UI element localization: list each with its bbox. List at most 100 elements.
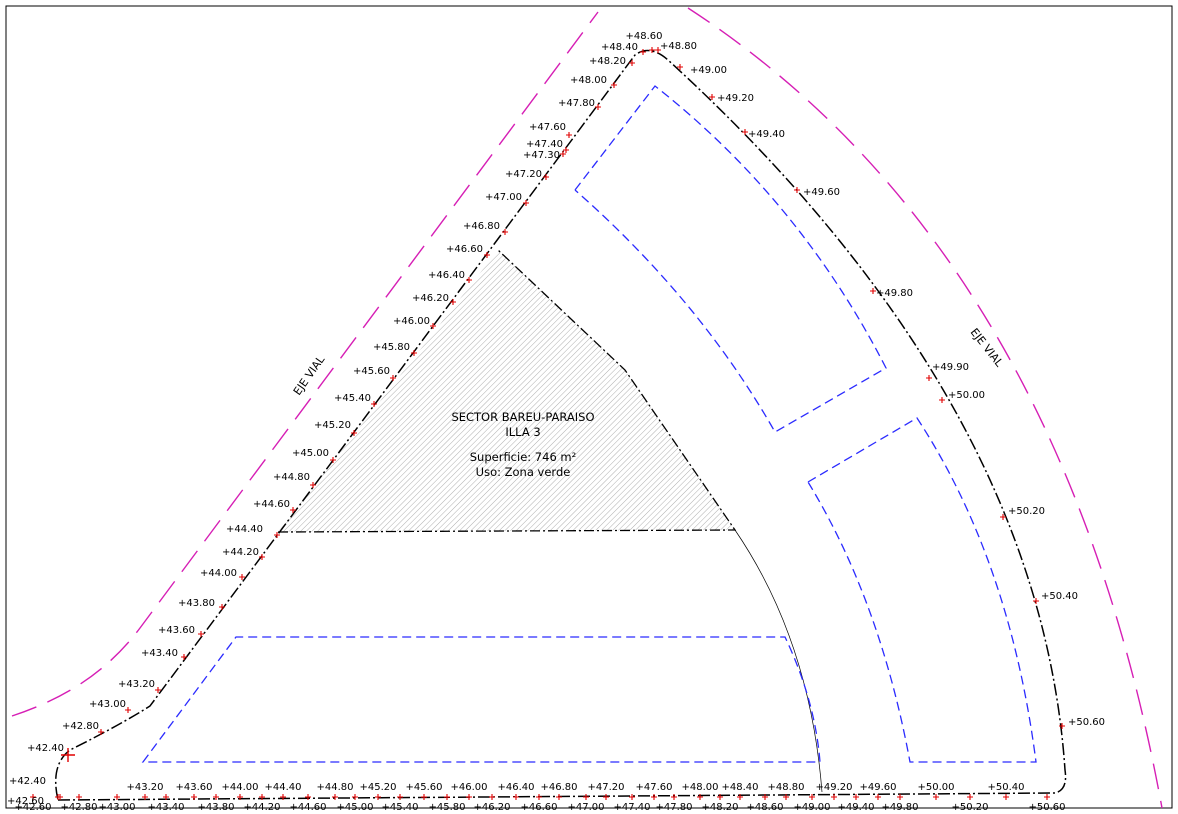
elevation-label: +45.00 [292, 448, 329, 459]
elevation-label: +44.80 [316, 782, 353, 793]
road-axis-right [687, 7, 1163, 809]
elevation-label: +46.60 [446, 244, 483, 255]
elevation-label: +49.80 [881, 802, 918, 813]
elevation-label: +45.60 [405, 782, 442, 793]
spot-elevation-mark [629, 794, 635, 800]
elevation-label: +45.00 [336, 802, 373, 813]
spot-elevation-mark [1033, 598, 1039, 604]
spot-elevation-mark [30, 794, 36, 800]
elevation-label: +43.60 [175, 782, 212, 793]
elevation-label: +48.60 [625, 31, 662, 42]
elevation-label: +43.00 [98, 802, 135, 813]
elevation-label: +49.00 [690, 65, 727, 76]
elevation-label: +46.80 [463, 221, 500, 232]
spot-elevation-mark [411, 350, 417, 356]
elevation-label: +45.40 [334, 393, 371, 404]
elevation-label: +47.40 [526, 139, 563, 150]
spot-elevation-mark [310, 482, 316, 488]
elevation-label: +47.30 [523, 150, 560, 161]
elevation-label: +48.20 [589, 56, 626, 67]
spot-elevation-mark [163, 794, 169, 800]
spot-elevation-mark [629, 60, 635, 66]
spot-elevation-mark [611, 82, 617, 88]
spot-elevation-mark [305, 794, 311, 800]
spot-elevation-mark [155, 687, 161, 693]
spot-elevation-mark [259, 554, 265, 560]
spot-elevation-mark [466, 277, 472, 283]
elevation-label: +45.20 [359, 782, 396, 793]
elevation-label: +47.20 [587, 782, 624, 793]
elevation-label: +49.90 [932, 362, 969, 373]
elevation-label: +42.60 [14, 802, 51, 813]
elevation-label: +44.60 [253, 499, 290, 510]
elevation-label: +42.80 [62, 721, 99, 732]
elevation-label: +49.20 [815, 782, 852, 793]
spot-elevation-mark [125, 707, 131, 713]
spot-elevation-mark [98, 729, 104, 735]
spot-elevation-mark [967, 794, 973, 800]
elevation-label: +47.60 [529, 122, 566, 133]
road-axis-left [11, 11, 599, 717]
spot-elevation-mark [709, 94, 715, 100]
spot-elevation-mark [219, 604, 225, 610]
spot-elevation-mark [397, 794, 403, 800]
spot-elevation-mark [181, 654, 187, 660]
spot-elevation-mark [502, 229, 508, 235]
elevation-label: +44.80 [273, 472, 310, 483]
spot-elevation-mark [677, 64, 683, 70]
spot-elevation-mark [352, 794, 358, 800]
elevation-label: +43.80 [197, 802, 234, 813]
elevation-label: +47.60 [635, 782, 672, 793]
elevation-label: +44.00 [221, 782, 258, 793]
elevation-label: +46.80 [540, 782, 577, 793]
elevation-label: +46.20 [473, 802, 510, 813]
setback-right [807, 417, 1037, 763]
area-text: Superficie: 746 m² [470, 450, 576, 464]
spot-elevation-mark [742, 129, 748, 135]
spot-elevation-mark [198, 631, 204, 637]
spot-elevation-mark [794, 187, 800, 193]
setback-bottom-left [141, 636, 821, 763]
elevation-label: +47.80 [558, 98, 595, 109]
elevation-label: +47.40 [613, 802, 650, 813]
elevation-label: +48.80 [767, 782, 804, 793]
spot-elevation-mark [1000, 514, 1006, 520]
elevation-label: +43.00 [89, 699, 126, 710]
setback-top [574, 85, 887, 433]
spot-elevation-mark [655, 47, 661, 53]
arc-line [734, 529, 823, 793]
spot-elevation-marks [30, 47, 1065, 800]
elevation-label: +46.00 [450, 782, 487, 793]
elevation-label: +43.40 [141, 648, 178, 659]
spot-elevation-mark [583, 794, 589, 800]
spot-elevation-mark [61, 748, 75, 762]
spot-elevation-mark [290, 507, 296, 513]
spot-elevation-mark [114, 794, 120, 800]
elevation-label: +46.40 [497, 782, 534, 793]
spot-elevation-labels: +42.40+42.40+42.60+42.80+43.00+43.20+43.… [7, 31, 1105, 813]
spot-elevation-mark [566, 132, 572, 138]
spot-elevation-mark [933, 794, 939, 800]
elevation-label: +48.60 [746, 802, 783, 813]
spot-elevation-mark [142, 794, 148, 800]
spot-elevation-mark [489, 794, 495, 800]
green-zone-boundary [277, 249, 737, 533]
spot-elevation-mark [430, 323, 436, 329]
road-axis-label-left: EJE VIAL [291, 353, 328, 398]
elevation-label: +50.20 [1008, 506, 1045, 517]
elevation-label: +48.20 [701, 802, 738, 813]
block-boundary [55, 49, 1067, 801]
elevation-label: +42.60 [7, 796, 44, 807]
elevation-label: +43.20 [126, 782, 163, 793]
elevation-label: +46.20 [412, 293, 449, 304]
elevation-label: +49.80 [876, 288, 913, 299]
road-axis-label-right: EJE VIAL [968, 326, 1007, 370]
elevation-label: +44.40 [264, 782, 301, 793]
spot-elevation-mark [737, 794, 743, 800]
elevation-label: +47.80 [655, 802, 692, 813]
spot-elevation-mark [939, 397, 945, 403]
elevation-label: +44.40 [226, 524, 263, 535]
spot-elevation-mark [375, 794, 381, 800]
spot-elevation-mark [1003, 794, 1009, 800]
spot-elevation-mark [371, 401, 377, 407]
